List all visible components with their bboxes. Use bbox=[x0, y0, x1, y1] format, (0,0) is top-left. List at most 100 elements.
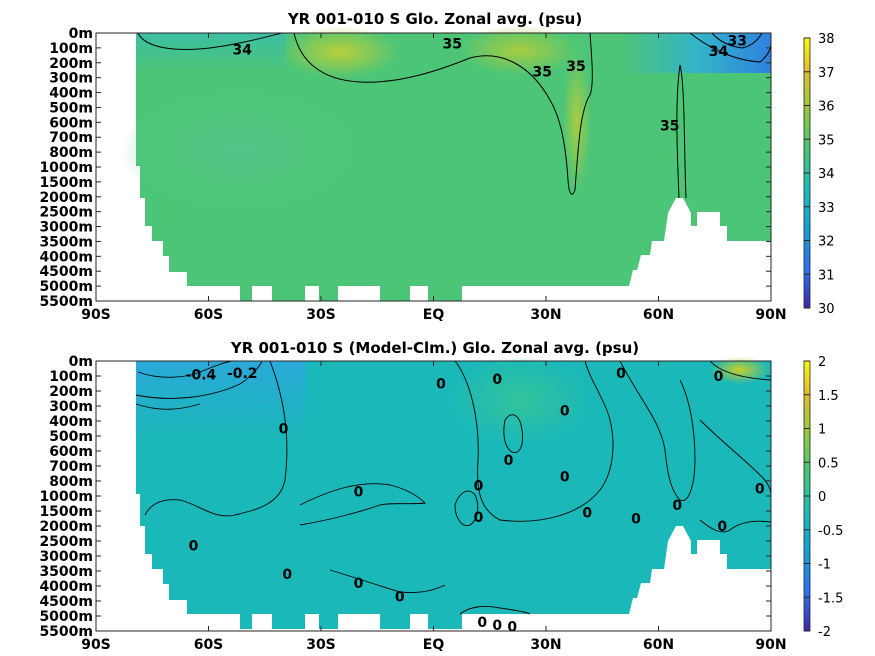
salinity-bias-panel: YR 001-010 S (Model-Clm.) Glo. Zonal avg… bbox=[39, 339, 843, 653]
contour-zero-j bbox=[329, 569, 446, 593]
salinity-max-south bbox=[280, 26, 400, 78]
contour-label: 0 bbox=[436, 377, 446, 393]
contour-label: 33 bbox=[728, 33, 747, 49]
depth-tick-label: 800m bbox=[49, 474, 93, 490]
depth-tick-label: 400m bbox=[49, 414, 93, 430]
southern-ocean-surface bbox=[136, 33, 286, 73]
depth-tick-label: 300m bbox=[49, 71, 93, 87]
depth-tick-label: 1000m bbox=[39, 160, 93, 176]
colorbar-tick-label: 30 bbox=[818, 302, 835, 317]
southern-ocean-fresh-bias bbox=[136, 361, 306, 441]
contour-label: 35 bbox=[566, 59, 585, 75]
contour-label: 34 bbox=[233, 42, 253, 58]
contour-label: 0 bbox=[477, 615, 487, 631]
depth-tick-label: 400m bbox=[49, 86, 93, 102]
depth-tick-label: 2000m bbox=[39, 519, 93, 535]
contour-34-south bbox=[137, 32, 283, 50]
contour-label: 0 bbox=[582, 506, 592, 522]
colorbar-tick-label: 36 bbox=[818, 100, 835, 115]
colorbar-tick-label: 1 bbox=[818, 423, 826, 438]
contour-zero-c bbox=[299, 483, 426, 526]
contour-label: 0 bbox=[354, 576, 364, 592]
depth-tick-label: 5000m bbox=[39, 279, 93, 295]
colorbar-tick-label: 32 bbox=[818, 235, 835, 250]
depth-tick-label: 3500m bbox=[39, 234, 93, 250]
depth-tick-label: 300m bbox=[49, 399, 93, 415]
colorbar-tick-label: 35 bbox=[818, 133, 835, 148]
contour-label: 0 bbox=[507, 620, 517, 636]
latitude-tick-label: 60N bbox=[643, 307, 674, 323]
colorbar-tick-label: 33 bbox=[818, 201, 835, 216]
colorbar-tick-label: 34 bbox=[818, 167, 835, 182]
colorbar-ticks: 2 1.5 1 0.5 0 -0.5 -1 -1.5 -2 bbox=[804, 355, 843, 640]
depth-tick-label: 0m bbox=[69, 26, 93, 42]
contour-zero-l bbox=[699, 519, 772, 533]
arctic-salty-bias bbox=[710, 356, 770, 384]
depth-tick-label: 200m bbox=[49, 56, 93, 72]
contour-35-main bbox=[293, 32, 593, 195]
contour-neg04 bbox=[137, 360, 233, 378]
latitude-tick-label: 30S bbox=[306, 307, 336, 323]
contour-zero-a bbox=[135, 403, 201, 410]
contour-label: 0 bbox=[672, 498, 682, 514]
contour-neg02 bbox=[135, 360, 263, 399]
contour-label: 0 bbox=[560, 470, 570, 486]
contour-label: -0.4 bbox=[186, 368, 217, 384]
contour-label: 0 bbox=[474, 479, 484, 495]
depth-tick-label: 3500m bbox=[39, 564, 93, 580]
depth-tick-label: 1500m bbox=[39, 175, 93, 191]
bias-contours bbox=[135, 360, 772, 615]
latitude-tick-label: 30S bbox=[306, 637, 336, 653]
subtropical-positive-bias bbox=[450, 355, 590, 445]
contour-zero-f bbox=[454, 490, 479, 526]
latitude-tick-label: 60S bbox=[194, 637, 224, 653]
contour-33-arctic bbox=[711, 32, 763, 49]
panel-title: YR 001-010 S (Model-Clm.) Glo. Zonal avg… bbox=[230, 339, 639, 357]
depth-tick-label: 2500m bbox=[39, 534, 93, 550]
depth-tick-label: 100m bbox=[49, 369, 93, 385]
contour-label: -0.2 bbox=[227, 366, 258, 382]
depth-axis: 0m100m200m300m400m500m600m700m800m1000m1… bbox=[39, 26, 771, 310]
latitude-tick-label: 60N bbox=[643, 637, 674, 653]
contour-label: 0 bbox=[504, 453, 514, 469]
depth-tick-label: 600m bbox=[49, 444, 93, 460]
depth-tick-label: 1000m bbox=[39, 489, 93, 505]
contour-label: 0 bbox=[616, 366, 626, 382]
salinity-field bbox=[120, 25, 771, 301]
depth-tick-label: 100m bbox=[49, 41, 93, 57]
colorbar-tick-label: -1.5 bbox=[818, 591, 843, 606]
contour-label: 0 bbox=[354, 485, 364, 501]
contour-zero-e bbox=[503, 414, 523, 453]
depth-tick-label: 5000m bbox=[39, 609, 93, 625]
colorbar-tick-label: 31 bbox=[818, 268, 835, 283]
contour-label: 35 bbox=[443, 36, 462, 52]
depth-tick-label: 4000m bbox=[39, 249, 93, 265]
latitude-axis: 90S 60S 30S EQ 30N 60N 90N bbox=[81, 361, 787, 653]
contour-35-arctic bbox=[676, 64, 687, 199]
depth-tick-label: 500m bbox=[49, 429, 93, 445]
bias-field bbox=[136, 355, 771, 629]
depth-tick-label: 700m bbox=[49, 459, 93, 475]
depth-tick-label: 700m bbox=[49, 130, 93, 146]
panel-title: YR 001-010 S Glo. Zonal avg. (psu) bbox=[287, 10, 582, 28]
depth-tick-label: 5500m bbox=[39, 624, 93, 640]
depth-tick-label: 4500m bbox=[39, 594, 93, 610]
depth-axis: 0m100m200m300m400m500m600m700m800m1000m1… bbox=[39, 354, 771, 640]
depth-tick-label: 4000m bbox=[39, 579, 93, 595]
latitude-tick-label: EQ bbox=[423, 307, 445, 323]
colorbar-tick-label: -0.5 bbox=[818, 524, 843, 539]
depth-tick-label: 200m bbox=[49, 384, 93, 400]
contour-label: 0 bbox=[474, 510, 484, 526]
contour-label: 0 bbox=[755, 482, 765, 498]
mediterranean-tongue bbox=[563, 50, 591, 190]
colorbar: 38 37 36 35 34 33 32 31 30 bbox=[803, 32, 835, 317]
contour-zero-h bbox=[699, 419, 772, 496]
contour-zero-d bbox=[454, 360, 614, 522]
contour-label: 0 bbox=[282, 567, 292, 583]
latitude-tick-label: 90S bbox=[81, 307, 111, 323]
latitude-tick-label: 90S bbox=[81, 637, 111, 653]
contour-label: 0 bbox=[717, 519, 727, 535]
depth-tick-label: 3000m bbox=[39, 220, 93, 236]
